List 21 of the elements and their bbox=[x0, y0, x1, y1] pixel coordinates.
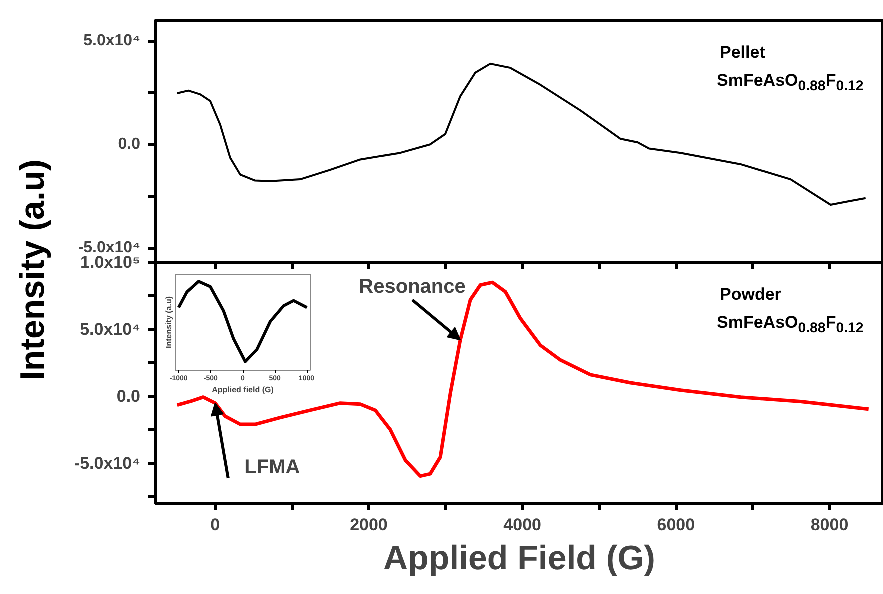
x-tick-label: 6000 bbox=[657, 516, 696, 534]
annotation: Resonance bbox=[359, 276, 466, 298]
x-tick-label: 0 bbox=[210, 516, 220, 534]
y-tick-label: 0.0 bbox=[118, 136, 141, 154]
x-tick-label: 4000 bbox=[504, 516, 542, 534]
x-axis-title: Applied Field (G) bbox=[384, 540, 656, 578]
x-tick-label: 2000 bbox=[350, 516, 388, 534]
annotation: Powder bbox=[720, 284, 782, 306]
x-tick-label: 8000 bbox=[810, 516, 849, 534]
annotation: SmFeAsO$_{0.88}$F$_{0.12}$ bbox=[717, 312, 864, 338]
annotation: LFMA bbox=[244, 456, 300, 478]
y-axis-title: Intensity (a.u) bbox=[13, 159, 53, 381]
y-tick-label: -5.0x10⁴ bbox=[74, 454, 141, 473]
x-axis-title: Applied field (G) bbox=[212, 386, 274, 394]
y-tick-label: 5.0x10⁴ bbox=[80, 320, 140, 339]
y-tick-label: 0.0 bbox=[116, 386, 141, 406]
y-tick-label: 5.0x10⁴ bbox=[84, 32, 141, 50]
y-axis-title: Intensity (a.u) bbox=[164, 296, 174, 348]
annotation: Pellet bbox=[720, 42, 766, 64]
annotation: SmFeAsO$_{0.88}$F$_{0.12}$ bbox=[717, 70, 864, 96]
line-series bbox=[176, 62, 867, 206]
